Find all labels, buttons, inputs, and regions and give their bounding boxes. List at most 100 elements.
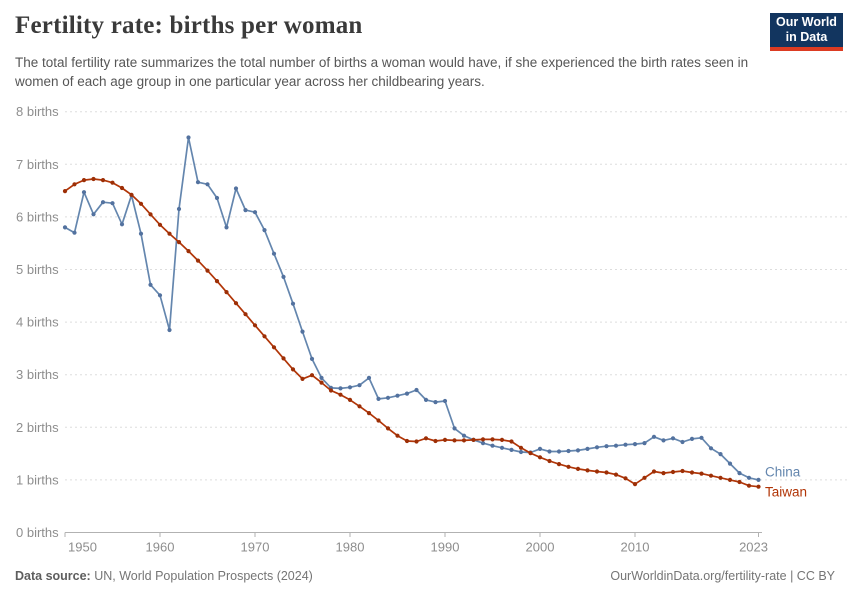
series-marker-china-2020[interactable] bbox=[727, 461, 733, 466]
series-marker-china-2005[interactable] bbox=[585, 446, 590, 451]
series-marker-china-1984[interactable] bbox=[385, 395, 391, 400]
series-marker-taiwan-2022[interactable] bbox=[746, 483, 752, 488]
series-marker-taiwan-2019[interactable] bbox=[718, 475, 723, 480]
series-marker-china-1975[interactable] bbox=[300, 329, 305, 334]
series-marker-china-2001[interactable] bbox=[547, 449, 552, 454]
series-marker-china-1979[interactable] bbox=[338, 386, 343, 391]
series-marker-taiwan-1965[interactable] bbox=[205, 268, 210, 273]
series-marker-china-1988[interactable] bbox=[423, 397, 429, 402]
series-marker-taiwan-2014[interactable] bbox=[670, 469, 676, 475]
series-marker-china-2015[interactable] bbox=[680, 439, 685, 445]
series-marker-china-1958[interactable] bbox=[138, 231, 144, 236]
series-marker-taiwan-1987[interactable] bbox=[414, 439, 419, 444]
series-marker-taiwan-1954[interactable] bbox=[100, 178, 106, 183]
series-marker-china-2016[interactable] bbox=[689, 436, 695, 441]
series-marker-taiwan-1988[interactable] bbox=[423, 436, 429, 441]
series-marker-china-2009[interactable] bbox=[623, 442, 628, 447]
series-marker-china-2012[interactable] bbox=[651, 434, 657, 439]
series-marker-china-2019[interactable] bbox=[718, 452, 723, 457]
series-marker-taiwan-1976[interactable] bbox=[309, 373, 315, 378]
series-marker-taiwan-1977[interactable] bbox=[319, 380, 324, 385]
series-line-china[interactable] bbox=[64, 136, 760, 481]
series-marker-china-1959[interactable] bbox=[148, 282, 153, 287]
series-marker-china-1952[interactable] bbox=[81, 190, 87, 195]
series-marker-china-1977[interactable] bbox=[319, 375, 324, 380]
series-marker-taiwan-2005[interactable] bbox=[585, 468, 590, 473]
series-marker-taiwan-1973[interactable] bbox=[281, 356, 286, 361]
series-marker-china-1960[interactable] bbox=[157, 293, 163, 298]
series-marker-china-2006[interactable] bbox=[594, 445, 600, 450]
series-marker-china-1961[interactable] bbox=[167, 327, 172, 333]
series-marker-taiwan-1985[interactable] bbox=[395, 433, 400, 438]
series-marker-taiwan-2003[interactable] bbox=[566, 464, 571, 469]
series-marker-taiwan-2015[interactable] bbox=[680, 468, 685, 474]
series-marker-taiwan-1952[interactable] bbox=[81, 178, 87, 183]
series-marker-taiwan-1986[interactable] bbox=[404, 438, 410, 444]
series-marker-china-1974[interactable] bbox=[290, 301, 296, 306]
series-marker-taiwan-2012[interactable] bbox=[651, 469, 657, 474]
series-marker-taiwan-1962[interactable] bbox=[176, 240, 182, 245]
series-marker-taiwan-1974[interactable] bbox=[290, 367, 296, 372]
series-marker-china-1954[interactable] bbox=[100, 200, 106, 205]
series-marker-china-1964[interactable] bbox=[195, 180, 201, 185]
series-marker-taiwan-1980[interactable] bbox=[347, 397, 353, 402]
series-marker-taiwan-2018[interactable] bbox=[708, 473, 714, 478]
series-marker-china-1995[interactable] bbox=[490, 443, 495, 448]
series-marker-china-1994[interactable] bbox=[480, 441, 486, 446]
series-marker-taiwan-1979[interactable] bbox=[338, 392, 343, 397]
series-marker-taiwan-2021[interactable] bbox=[737, 479, 742, 485]
series-line-taiwan[interactable] bbox=[64, 178, 760, 488]
series-marker-china-1985[interactable] bbox=[395, 393, 400, 398]
series-marker-china-1986[interactable] bbox=[404, 391, 410, 396]
series-marker-taiwan-1966[interactable] bbox=[214, 279, 220, 284]
series-marker-china-2013[interactable] bbox=[661, 438, 666, 443]
series-marker-china-2023[interactable] bbox=[756, 477, 761, 482]
series-marker-taiwan-1967[interactable] bbox=[224, 290, 229, 295]
series-marker-taiwan-1960[interactable] bbox=[157, 222, 163, 227]
series-marker-china-1965[interactable] bbox=[205, 182, 210, 187]
series-marker-taiwan-1981[interactable] bbox=[357, 404, 362, 409]
series-marker-taiwan-2013[interactable] bbox=[661, 471, 666, 476]
series-marker-taiwan-1956[interactable] bbox=[119, 185, 125, 191]
series-marker-taiwan-1991[interactable] bbox=[452, 438, 457, 443]
series-marker-taiwan-2010[interactable] bbox=[632, 482, 638, 487]
series-marker-taiwan-1951[interactable] bbox=[72, 182, 77, 187]
series-marker-taiwan-1971[interactable] bbox=[262, 334, 267, 339]
series-marker-china-1980[interactable] bbox=[347, 385, 353, 390]
series-marker-china-1953[interactable] bbox=[91, 212, 96, 217]
series-marker-china-2003[interactable] bbox=[566, 448, 571, 454]
series-marker-china-1981[interactable] bbox=[357, 383, 362, 388]
series-marker-taiwan-2002[interactable] bbox=[556, 462, 562, 467]
series-marker-china-1987[interactable] bbox=[414, 387, 419, 393]
series-marker-taiwan-1992[interactable] bbox=[461, 438, 467, 443]
series-marker-taiwan-1964[interactable] bbox=[195, 258, 201, 263]
series-marker-china-1991[interactable] bbox=[452, 426, 457, 431]
series-marker-taiwan-2004[interactable] bbox=[575, 466, 581, 471]
series-marker-china-1971[interactable] bbox=[262, 228, 267, 233]
series-marker-taiwan-1955[interactable] bbox=[110, 180, 115, 185]
series-marker-china-2017[interactable] bbox=[699, 435, 704, 440]
series-marker-taiwan-1990[interactable] bbox=[442, 437, 448, 442]
series-marker-taiwan-2016[interactable] bbox=[689, 470, 695, 475]
series-marker-taiwan-1993[interactable] bbox=[471, 437, 476, 442]
series-marker-taiwan-2017[interactable] bbox=[699, 471, 704, 476]
series-marker-taiwan-2011[interactable] bbox=[642, 475, 647, 480]
series-label-china[interactable]: China bbox=[764, 463, 803, 481]
series-marker-taiwan-1984[interactable] bbox=[385, 426, 391, 431]
series-marker-taiwan-1978[interactable] bbox=[328, 388, 334, 393]
series-marker-taiwan-2001[interactable] bbox=[547, 458, 552, 464]
series-marker-china-1996[interactable] bbox=[499, 445, 505, 450]
series-marker-taiwan-1998[interactable] bbox=[518, 445, 524, 450]
series-marker-china-2008[interactable] bbox=[613, 443, 619, 448]
series-marker-taiwan-2000[interactable] bbox=[537, 455, 543, 460]
series-marker-taiwan-1972[interactable] bbox=[271, 345, 277, 350]
series-marker-taiwan-2006[interactable] bbox=[594, 469, 600, 474]
series-label-taiwan[interactable]: Taiwan bbox=[764, 483, 809, 501]
series-marker-taiwan-1995[interactable] bbox=[490, 437, 495, 442]
series-marker-china-1972[interactable] bbox=[271, 251, 277, 256]
series-marker-china-1970[interactable] bbox=[252, 210, 258, 215]
series-marker-taiwan-2009[interactable] bbox=[623, 476, 628, 481]
series-marker-china-1962[interactable] bbox=[176, 206, 182, 212]
owid-url-link[interactable]: OurWorldinData.org/fertility-rate bbox=[610, 569, 787, 583]
series-marker-taiwan-1958[interactable] bbox=[138, 201, 144, 206]
